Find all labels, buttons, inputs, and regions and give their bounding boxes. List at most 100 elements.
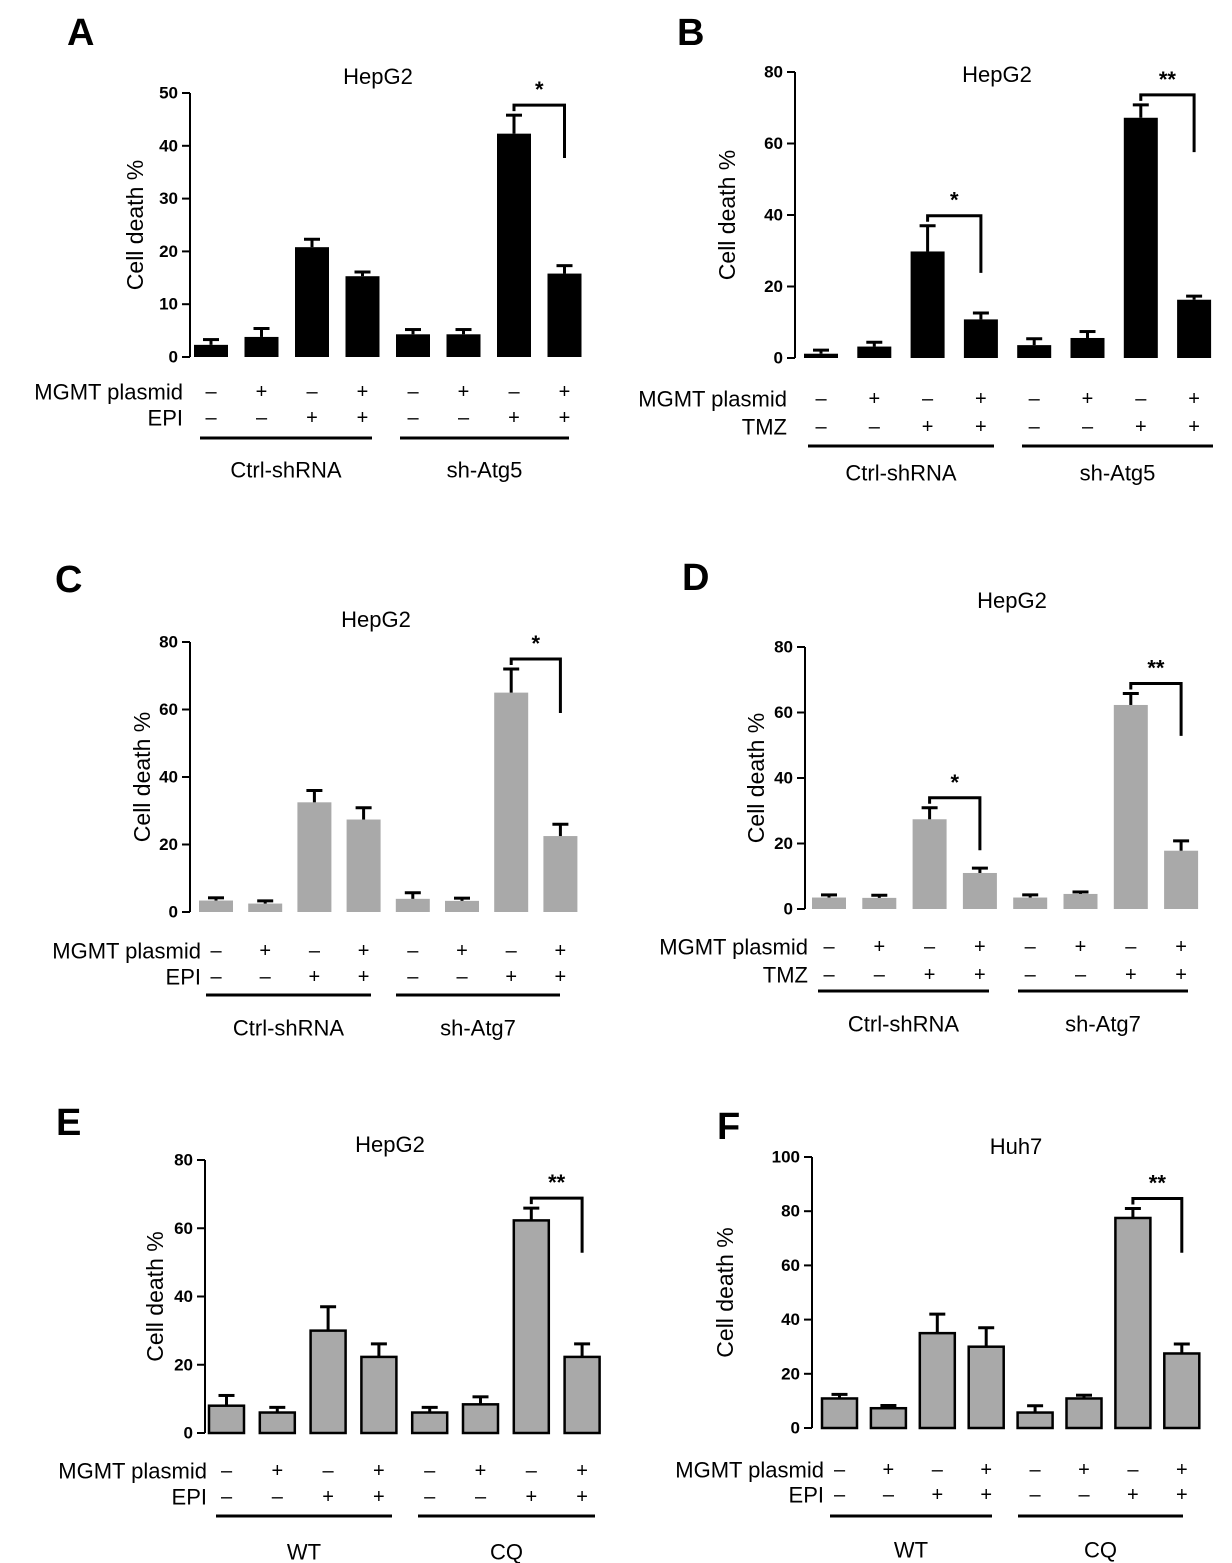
error-bar bbox=[404, 891, 421, 899]
y-tick-label: 0 bbox=[791, 1419, 800, 1438]
bar bbox=[248, 903, 283, 912]
error-bar bbox=[355, 806, 372, 820]
error-bar bbox=[1026, 337, 1043, 346]
mgmt-sign: + bbox=[559, 381, 571, 403]
mgmt-sign: – bbox=[309, 940, 321, 962]
y-tick-label: 40 bbox=[174, 1287, 193, 1306]
error-bar bbox=[972, 311, 989, 320]
group-label: WT bbox=[287, 1540, 321, 1563]
y-tick-label: 60 bbox=[781, 1256, 800, 1275]
treatment-sign: + bbox=[931, 1484, 943, 1506]
chart-title: HepG2 bbox=[343, 64, 413, 89]
significance-bracket: * bbox=[509, 631, 562, 713]
treatment-sign: – bbox=[1030, 1484, 1042, 1506]
mgmt-sign: – bbox=[1127, 1459, 1139, 1481]
treatment-sign: – bbox=[883, 1484, 895, 1506]
mgmt-sign: – bbox=[823, 936, 835, 958]
bar bbox=[962, 872, 997, 909]
significance-bracket: * bbox=[512, 77, 566, 158]
chart-title: HepG2 bbox=[977, 588, 1047, 613]
treatment-sign: – bbox=[1082, 416, 1094, 438]
bar bbox=[1113, 704, 1148, 909]
group-label: sh-Atg7 bbox=[1065, 1012, 1141, 1037]
mgmt-sign: + bbox=[1175, 936, 1187, 958]
bar bbox=[1163, 1352, 1201, 1430]
row-label-treatment: EPI bbox=[166, 965, 201, 990]
bar bbox=[967, 1345, 1005, 1430]
mgmt-sign: – bbox=[1029, 388, 1041, 410]
group-label: Ctrl-shRNA bbox=[848, 1012, 960, 1037]
bar bbox=[1177, 299, 1212, 358]
y-tick-label: 60 bbox=[774, 703, 793, 722]
bar bbox=[295, 247, 329, 357]
error-bar bbox=[421, 1405, 438, 1413]
y-tick-label: 60 bbox=[764, 134, 783, 153]
mgmt-sign: + bbox=[1188, 388, 1200, 410]
group-label: Ctrl-shRNA bbox=[845, 461, 957, 486]
treatment-sign: – bbox=[407, 966, 419, 988]
y-tick-label: 80 bbox=[781, 1202, 800, 1221]
mgmt-sign: – bbox=[506, 940, 518, 962]
error-bar bbox=[556, 264, 573, 274]
bar bbox=[1164, 850, 1199, 909]
mgmt-sign: + bbox=[873, 936, 885, 958]
mgmt-sign: + bbox=[475, 1460, 487, 1482]
y-tick-label: 10 bbox=[159, 295, 178, 314]
y-axis-label: Cell death % bbox=[712, 1227, 738, 1357]
y-tick-label: 0 bbox=[774, 349, 783, 368]
mgmt-sign: + bbox=[1082, 388, 1094, 410]
error-bar bbox=[506, 113, 522, 134]
significance-bracket: * bbox=[928, 770, 982, 851]
bar bbox=[820, 1397, 859, 1430]
mgmt-sign: – bbox=[834, 1459, 846, 1481]
bar bbox=[258, 1411, 297, 1435]
treatment-sign: + bbox=[975, 416, 987, 438]
bar bbox=[910, 251, 945, 358]
error-bar bbox=[1022, 893, 1039, 898]
error-bar bbox=[831, 1392, 848, 1399]
mgmt-sign: + bbox=[1078, 1459, 1090, 1481]
y-tick-label: 80 bbox=[774, 638, 793, 657]
row-label-mgmt: MGMT plasmid bbox=[659, 935, 808, 960]
mgmt-sign: – bbox=[205, 381, 217, 403]
treatment-sign: – bbox=[272, 1486, 284, 1508]
error-bar bbox=[503, 667, 520, 693]
error-bar bbox=[866, 340, 883, 347]
significance-star: * bbox=[950, 188, 959, 213]
error-bar bbox=[921, 806, 938, 820]
row-label-treatment: TMZ bbox=[763, 963, 808, 988]
mgmt-sign: + bbox=[868, 388, 880, 410]
chart-title: HepG2 bbox=[962, 62, 1032, 87]
y-tick-label: 30 bbox=[159, 189, 178, 208]
significance-bracket: ** bbox=[529, 1170, 584, 1253]
panel-label: E bbox=[56, 1102, 81, 1144]
error-bar bbox=[574, 1342, 591, 1357]
treatment-sign: – bbox=[1025, 964, 1037, 986]
bracket-line bbox=[928, 796, 982, 851]
y-tick-label: 0 bbox=[184, 1424, 193, 1443]
bar bbox=[1123, 117, 1158, 358]
y-tick-label: 60 bbox=[174, 1219, 193, 1238]
bar bbox=[497, 133, 531, 357]
bar bbox=[869, 1406, 908, 1430]
treatment-sign: + bbox=[1175, 964, 1187, 986]
mgmt-sign: + bbox=[358, 940, 370, 962]
panel-label: A bbox=[67, 12, 94, 54]
group-label: CQ bbox=[1084, 1538, 1117, 1563]
y-tick-label: 80 bbox=[159, 633, 178, 652]
significance-star: * bbox=[535, 77, 544, 102]
bar bbox=[547, 273, 582, 357]
y-tick-label: 20 bbox=[159, 242, 178, 261]
treatment-sign: – bbox=[1075, 964, 1087, 986]
significance-bracket: ** bbox=[1129, 656, 1183, 736]
bar bbox=[345, 276, 380, 357]
mgmt-sign: – bbox=[1030, 1459, 1042, 1481]
mgmt-sign: – bbox=[407, 381, 419, 403]
significance-bracket: * bbox=[926, 188, 983, 273]
y-tick-label: 20 bbox=[159, 835, 178, 854]
y-tick-label: 80 bbox=[174, 1151, 193, 1170]
error-bar bbox=[1079, 330, 1096, 338]
bar bbox=[395, 898, 430, 912]
panel-e: E HepG2 Cell death % 0 20 40 60 80 ** MGMT plasmi… bbox=[56, 1102, 601, 1563]
